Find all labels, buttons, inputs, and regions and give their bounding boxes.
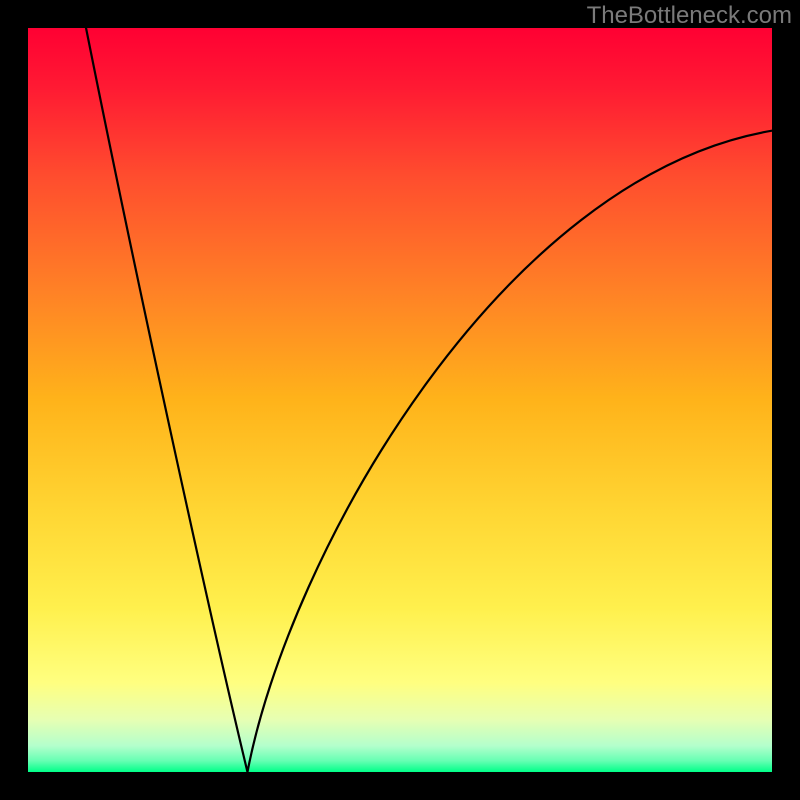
- bottleneck-chart: [28, 28, 772, 772]
- gradient-background: [28, 28, 772, 772]
- watermark-text: TheBottleneck.com: [587, 2, 792, 30]
